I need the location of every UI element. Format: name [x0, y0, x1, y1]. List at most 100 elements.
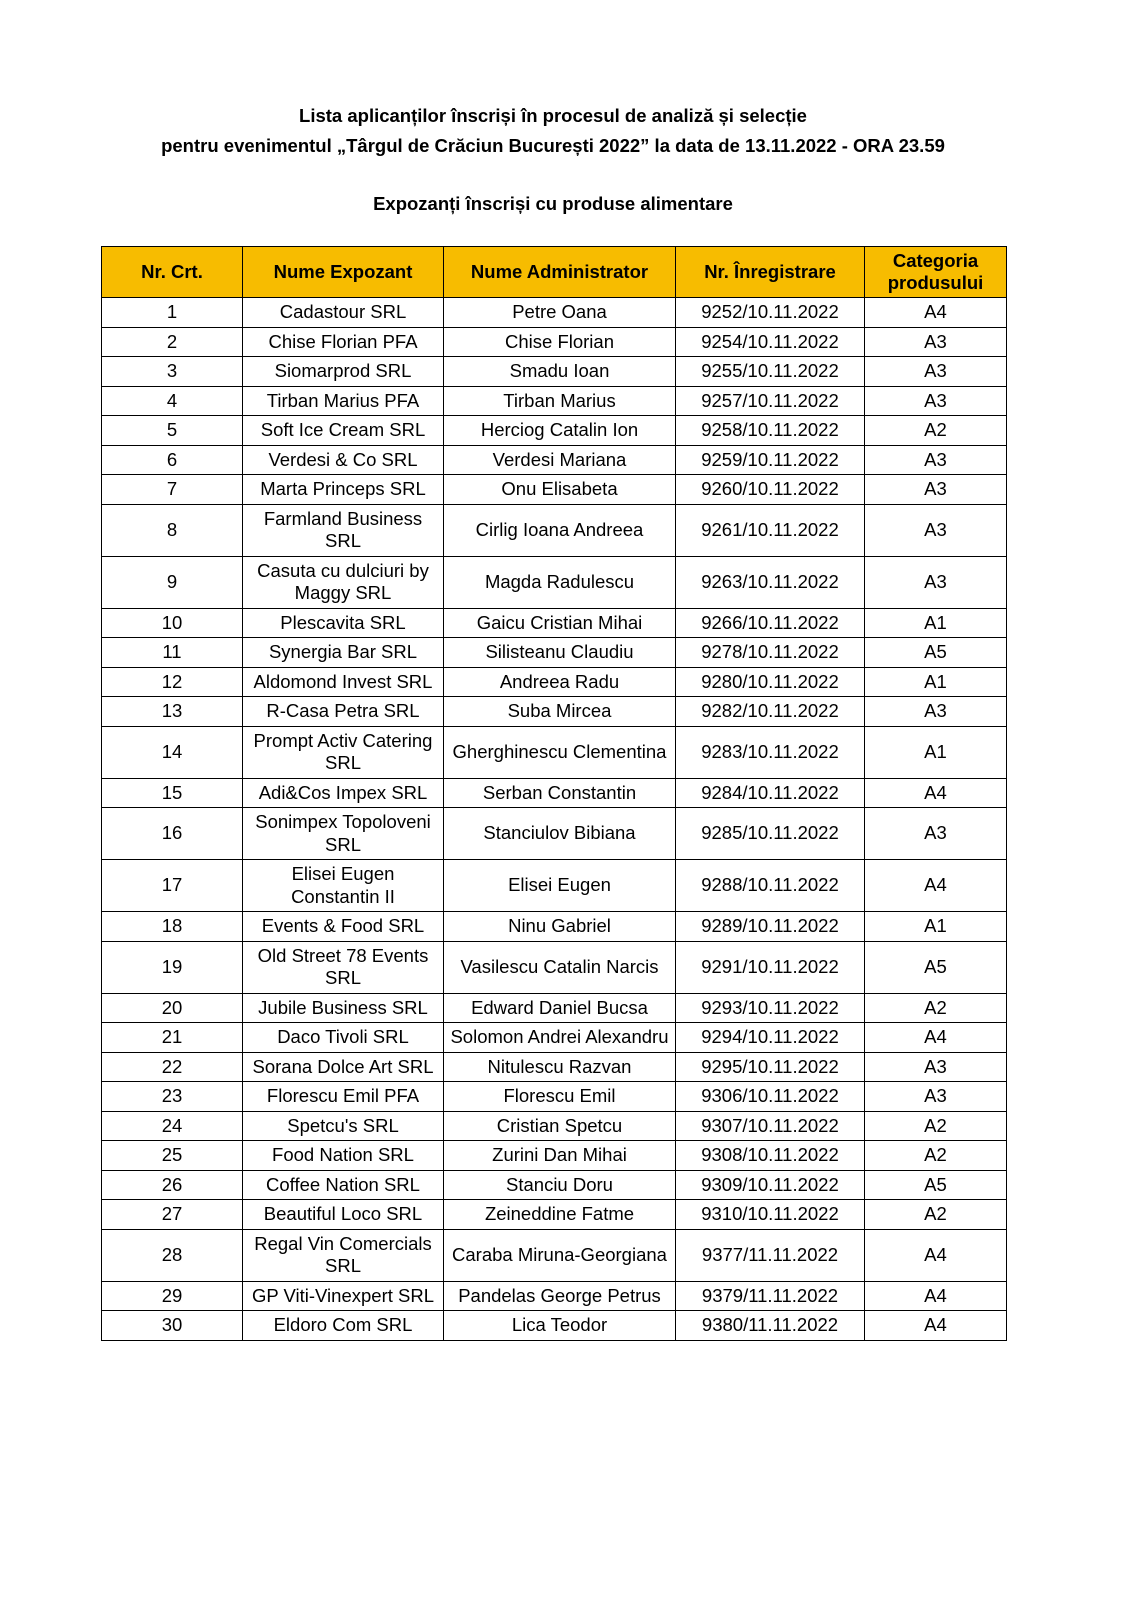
cell-nume-administrator: Elisei Eugen [443, 859, 676, 912]
cell-nr-inregistrare: 9306/10.11.2022 [675, 1081, 865, 1112]
table-row: 25 Food Nation SRL Zurini Dan Mihai 9308/10… [101, 1140, 1007, 1171]
cell-nume-administrator: Gherghinescu Clementina [443, 725, 676, 779]
cell-nr-crt: 8 [101, 503, 243, 557]
cell-nume-expozant: Aldomond Invest SRL [242, 666, 444, 697]
cell-categoria: A3 [864, 474, 1007, 505]
column-header-nr-inregistrare: Nr. Înregistrare [675, 246, 865, 298]
table-row: 4 Tirban Marius PFA Tirban Marius 9257/10.1… [101, 385, 1007, 416]
cell-nr-inregistrare: 9283/10.11.2022 [675, 725, 865, 779]
cell-nr-inregistrare: 9289/10.11.2022 [675, 911, 865, 942]
cell-nr-inregistrare: 9295/10.11.2022 [675, 1051, 865, 1082]
cell-nume-expozant: Events & Food SRL [242, 911, 444, 942]
cell-nume-administrator: Andreea Radu [443, 666, 676, 697]
cell-nume-expozant: Jubile Business SRL [242, 992, 444, 1023]
cell-nume-expozant: Daco Tivoli SRL [242, 1022, 444, 1053]
table-row: 1 Cadastour SRL Petre Oana 9252/10.11.2022 A… [101, 297, 1007, 328]
cell-categoria: A3 [864, 356, 1007, 387]
cell-nume-expozant: Marta Princeps SRL [242, 474, 444, 505]
cell-nr-inregistrare: 9284/10.11.2022 [675, 777, 865, 808]
cell-nume-administrator: Zeineddine Fatme [443, 1199, 676, 1230]
cell-categoria: A3 [864, 326, 1007, 357]
cell-nume-administrator: Petre Oana [443, 297, 676, 328]
table-row: 7 Marta Princeps SRL Onu Elisabeta 9260/10.… [101, 474, 1007, 505]
cell-categoria: A4 [864, 1310, 1007, 1341]
cell-nume-administrator: Zurini Dan Mihai [443, 1140, 676, 1171]
cell-nume-administrator: Stanciu Doru [443, 1169, 676, 1200]
cell-nr-inregistrare: 9310/10.11.2022 [675, 1199, 865, 1230]
cell-categoria: A5 [864, 1169, 1007, 1200]
cell-nr-crt: 29 [101, 1280, 243, 1311]
cell-nume-expozant: Verdesi & Co SRL [242, 444, 444, 475]
cell-nr-inregistrare: 9260/10.11.2022 [675, 474, 865, 505]
cell-nr-crt: 15 [101, 777, 243, 808]
cell-nr-inregistrare: 9293/10.11.2022 [675, 992, 865, 1023]
cell-nume-administrator: Onu Elisabeta [443, 474, 676, 505]
cell-nume-expozant: Adi&Cos Impex SRL [242, 777, 444, 808]
cell-nr-crt: 11 [101, 637, 243, 668]
cell-nume-administrator: Suba Mircea [443, 696, 676, 727]
table-row: 21 Daco Tivoli SRL Solomon Andrei Alexandr… [101, 1022, 1007, 1053]
cell-nr-inregistrare: 9263/10.11.2022 [675, 555, 865, 609]
cell-nr-crt: 24 [101, 1110, 243, 1141]
table-row: 10 Plescavita SRL Gaicu Cristian Mihai 9266… [101, 607, 1007, 638]
cell-categoria: A4 [864, 1022, 1007, 1053]
cell-nr-crt: 30 [101, 1310, 243, 1341]
cell-nume-administrator: Gaicu Cristian Mihai [443, 607, 676, 638]
cell-nr-crt: 12 [101, 666, 243, 697]
cell-categoria: A3 [864, 696, 1007, 727]
table-row: 14 Prompt Activ Catering SRL Gherghinescu … [101, 725, 1007, 779]
cell-categoria: A3 [864, 1081, 1007, 1112]
column-header-categoria: Categoria produsului [864, 246, 1007, 298]
table-row: 2 Chise Florian PFA Chise Florian 9254/10.1… [101, 326, 1007, 357]
cell-nume-expozant: Elisei Eugen Constantin II [242, 859, 444, 912]
cell-categoria: A4 [864, 1228, 1007, 1282]
cell-nume-expozant: Siomarprod SRL [242, 356, 444, 387]
table-row: 30 Eldoro Com SRL Lica Teodor 9380/11.11.20… [101, 1310, 1007, 1341]
table-row: 12 Aldomond Invest SRL Andreea Radu 9280/10… [101, 666, 1007, 697]
cell-nr-crt: 1 [101, 297, 243, 328]
cell-categoria: A1 [864, 607, 1007, 638]
table-row: 22 Sorana Dolce Art SRL Nitulescu Razvan 92… [101, 1051, 1007, 1082]
cell-nume-expozant: Soft Ice Cream SRL [242, 415, 444, 446]
cell-nr-crt: 21 [101, 1022, 243, 1053]
cell-nume-expozant: Casuta cu dulciuri by Maggy SRL [242, 555, 444, 609]
table-row: 24 Spetcu's SRL Cristian Spetcu 9307/10.11.… [101, 1110, 1007, 1141]
table-row: 5 Soft Ice Cream SRL Herciog Catalin Ion 92… [101, 415, 1007, 446]
cell-nume-administrator: Verdesi Mariana [443, 444, 676, 475]
cell-nume-administrator: Nitulescu Razvan [443, 1051, 676, 1082]
cell-nr-crt: 25 [101, 1140, 243, 1171]
table-row: 17 Elisei Eugen Constantin II Elisei Eugen… [101, 859, 1007, 912]
document-title-line-1: Lista aplicanților înscriși în procesul … [299, 105, 807, 126]
cell-nr-inregistrare: 9252/10.11.2022 [675, 297, 865, 328]
cell-nr-inregistrare: 9254/10.11.2022 [675, 326, 865, 357]
column-header-nume-expozant: Nume Expozant [242, 246, 444, 298]
cell-nr-inregistrare: 9380/11.11.2022 [675, 1310, 865, 1341]
cell-nr-crt: 7 [101, 474, 243, 505]
table-row: 8 Farmland Business SRL Cirlig Ioana Andre… [101, 503, 1007, 557]
cell-categoria: A2 [864, 1140, 1007, 1171]
cell-categoria: A5 [864, 637, 1007, 668]
cell-categoria: A1 [864, 911, 1007, 942]
cell-nume-administrator: Solomon Andrei Alexandru [443, 1022, 676, 1053]
cell-nr-inregistrare: 9278/10.11.2022 [675, 637, 865, 668]
table-row: 11 Synergia Bar SRL Silisteanu Claudiu 9278… [101, 637, 1007, 668]
cell-nr-crt: 18 [101, 911, 243, 942]
table-row: 6 Verdesi & Co SRL Verdesi Mariana 9259/10.… [101, 444, 1007, 475]
table-row: 29 GP Viti-Vinexpert SRL Pandelas George P… [101, 1280, 1007, 1311]
cell-categoria: A3 [864, 503, 1007, 557]
cell-categoria: A1 [864, 725, 1007, 779]
cell-nr-crt: 13 [101, 696, 243, 727]
cell-nr-inregistrare: 9255/10.11.2022 [675, 356, 865, 387]
cell-nume-expozant: Farmland Business SRL [242, 503, 444, 557]
cell-nr-inregistrare: 9377/11.11.2022 [675, 1228, 865, 1282]
table-header-row: Nr. Crt. Nume Expozant Nume Administrato… [101, 246, 1007, 298]
cell-nr-inregistrare: 9257/10.11.2022 [675, 385, 865, 416]
cell-nume-administrator: Lica Teodor [443, 1310, 676, 1341]
cell-categoria: A3 [864, 1051, 1007, 1082]
cell-nr-crt: 16 [101, 807, 243, 860]
cell-nr-crt: 4 [101, 385, 243, 416]
table-row: 23 Florescu Emil PFA Florescu Emil 9306/10.… [101, 1081, 1007, 1112]
table-row: 18 Events & Food SRL Ninu Gabriel 9289/10.1… [101, 911, 1007, 942]
cell-nr-crt: 2 [101, 326, 243, 357]
cell-nr-inregistrare: 9280/10.11.2022 [675, 666, 865, 697]
